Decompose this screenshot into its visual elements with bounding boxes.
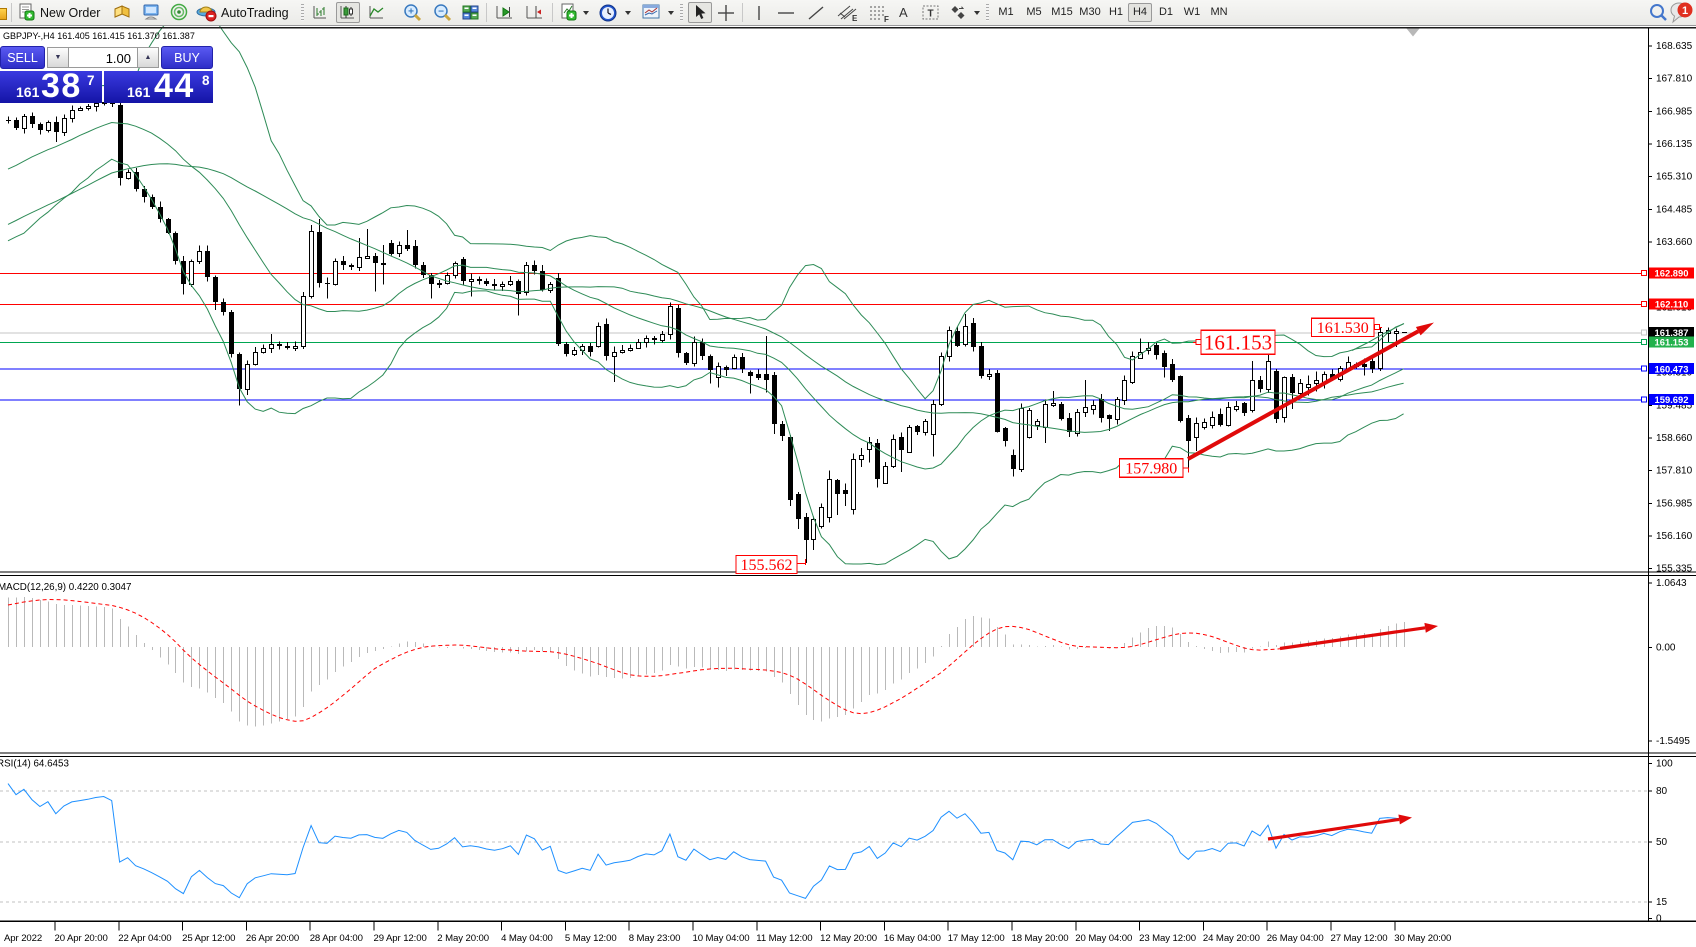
svg-text:161.530: 161.530 xyxy=(1317,320,1369,337)
svg-text:−: − xyxy=(438,7,444,18)
svg-text:30 May 20:00: 30 May 20:00 xyxy=(1394,933,1451,944)
svg-text:RSI(14) 64.6453: RSI(14) 64.6453 xyxy=(0,759,69,770)
svg-text:24 May 20:00: 24 May 20:00 xyxy=(1203,933,1260,944)
svg-text:155.335: 155.335 xyxy=(1656,564,1693,575)
svg-text:22 Apr 04:00: 22 Apr 04:00 xyxy=(118,933,171,944)
svg-text:156.160: 156.160 xyxy=(1656,531,1693,542)
svg-text:161.153: 161.153 xyxy=(1204,331,1272,355)
svg-text:155.562: 155.562 xyxy=(741,557,793,574)
svg-text:0: 0 xyxy=(1656,914,1662,925)
svg-text:MACD(12,26,9) 0.4220 0.3047: MACD(12,26,9) 0.4220 0.3047 xyxy=(0,582,131,593)
svg-text:T: T xyxy=(927,9,933,20)
svg-text:158.660: 158.660 xyxy=(1656,433,1693,444)
svg-text:165.310: 165.310 xyxy=(1656,172,1693,183)
svg-text:157.810: 157.810 xyxy=(1656,466,1693,477)
svg-text:162.890: 162.890 xyxy=(1655,268,1689,279)
svg-text:Apr 2022: Apr 2022 xyxy=(4,933,42,944)
svg-text:1.0643: 1.0643 xyxy=(1656,578,1687,589)
svg-text:GBPJPY-,H4 161.405 161.415 16: GBPJPY-,H4 161.405 161.415 161.370 161.3… xyxy=(3,31,195,41)
svg-text:29 Apr 12:00: 29 Apr 12:00 xyxy=(374,933,427,944)
svg-text:F: F xyxy=(884,15,889,23)
svg-text:12 May 20:00: 12 May 20:00 xyxy=(820,933,877,944)
svg-text:80: 80 xyxy=(1656,786,1668,797)
svg-text:168.635: 168.635 xyxy=(1656,41,1693,52)
svg-text:8 May 23:00: 8 May 23:00 xyxy=(629,933,681,944)
svg-text:161.387: 161.387 xyxy=(1655,327,1689,338)
svg-text:20 May 04:00: 20 May 04:00 xyxy=(1075,933,1132,944)
svg-text:161.153: 161.153 xyxy=(1655,336,1689,347)
svg-text:157.980: 157.980 xyxy=(1125,461,1177,478)
svg-text:164.485: 164.485 xyxy=(1656,204,1693,215)
svg-text:159.692: 159.692 xyxy=(1655,394,1689,405)
svg-text:27 May 12:00: 27 May 12:00 xyxy=(1331,933,1388,944)
svg-text:166.135: 166.135 xyxy=(1656,139,1693,150)
svg-text:50: 50 xyxy=(1656,837,1668,848)
svg-text:2 May 20:00: 2 May 20:00 xyxy=(437,933,489,944)
svg-text:0.00: 0.00 xyxy=(1656,643,1676,654)
svg-text:E: E xyxy=(852,14,858,23)
svg-text:+: + xyxy=(408,7,414,18)
svg-text:17 May 12:00: 17 May 12:00 xyxy=(948,933,1005,944)
svg-text:18 May 20:00: 18 May 20:00 xyxy=(1012,933,1069,944)
svg-text:26 Apr 20:00: 26 Apr 20:00 xyxy=(246,933,299,944)
svg-text:160.473: 160.473 xyxy=(1655,363,1689,374)
svg-text:100: 100 xyxy=(1656,759,1673,770)
svg-text:20 Apr 20:00: 20 Apr 20:00 xyxy=(55,933,108,944)
svg-text:1: 1 xyxy=(1682,5,1688,17)
svg-text:166.985: 166.985 xyxy=(1656,106,1693,117)
svg-text:23 May 12:00: 23 May 12:00 xyxy=(1139,933,1196,944)
svg-text:159.485: 159.485 xyxy=(1656,400,1693,411)
svg-text:16 May 04:00: 16 May 04:00 xyxy=(884,933,941,944)
svg-text:162.110: 162.110 xyxy=(1655,299,1688,310)
svg-text:156.985: 156.985 xyxy=(1656,498,1693,509)
svg-text:25 Apr 12:00: 25 Apr 12:00 xyxy=(182,933,235,944)
svg-text:167.810: 167.810 xyxy=(1656,74,1693,85)
svg-text:28 Apr 04:00: 28 Apr 04:00 xyxy=(310,933,363,944)
svg-text:11 May 12:00: 11 May 12:00 xyxy=(756,933,812,944)
svg-text:26 May 04:00: 26 May 04:00 xyxy=(1267,933,1324,944)
svg-text:15: 15 xyxy=(1656,897,1668,908)
svg-text:163.660: 163.660 xyxy=(1656,237,1693,248)
svg-text:4 May 04:00: 4 May 04:00 xyxy=(501,933,553,944)
svg-text:5 May 12:00: 5 May 12:00 xyxy=(565,933,617,944)
svg-text:10 May 04:00: 10 May 04:00 xyxy=(693,933,750,944)
svg-text:-1.5495: -1.5495 xyxy=(1656,736,1690,747)
